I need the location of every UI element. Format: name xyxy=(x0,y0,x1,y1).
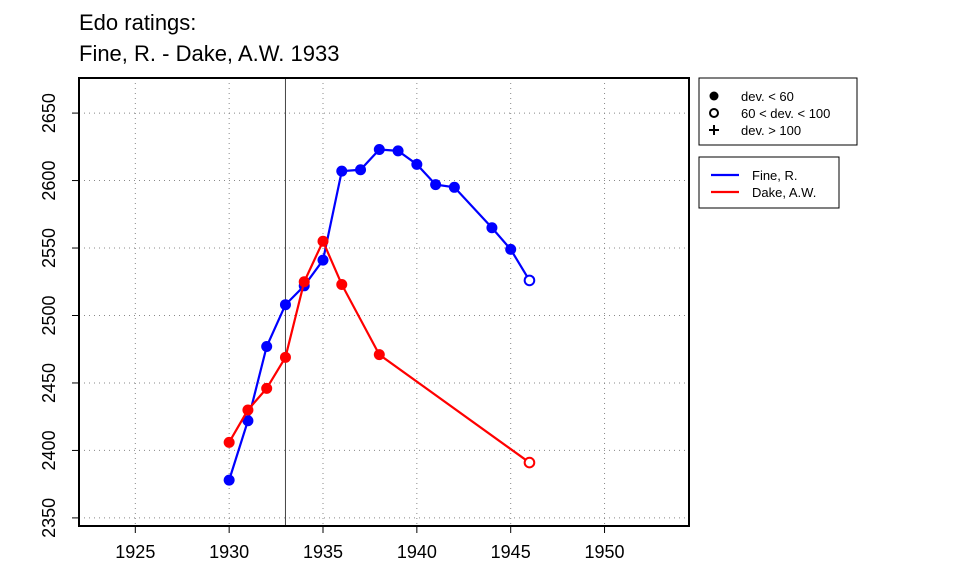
data-point xyxy=(336,165,348,177)
x-tick-label: 1935 xyxy=(303,542,343,562)
y-tick-label: 2400 xyxy=(39,430,59,470)
data-point xyxy=(242,404,254,416)
y-tick-label: 2600 xyxy=(39,161,59,201)
data-point xyxy=(279,299,291,311)
data-point xyxy=(279,351,291,363)
x-tick-label: 1940 xyxy=(397,542,437,562)
data-point xyxy=(411,158,423,170)
legend-filled-circle-icon xyxy=(709,91,719,101)
series-legend-box xyxy=(698,156,840,209)
data-point xyxy=(223,474,235,486)
legend-label: Dake, A.W. xyxy=(752,185,816,200)
data-point xyxy=(505,243,517,255)
y-tick-label: 2500 xyxy=(39,295,59,335)
legend-label: 60 < dev. < 100 xyxy=(741,106,830,121)
data-point xyxy=(430,179,442,191)
x-tick-label: 1930 xyxy=(209,542,249,562)
data-point xyxy=(486,222,498,234)
chart-title-line-1: Edo ratings: xyxy=(79,10,197,35)
chart-title-line-2: Fine, R. - Dake, A.W. 1933 xyxy=(79,41,340,66)
legend-label: Fine, R. xyxy=(752,168,798,183)
symbol-legend-box xyxy=(698,77,858,146)
y-tick-label: 2450 xyxy=(39,363,59,403)
data-point xyxy=(261,382,273,394)
x-tick-label: 1925 xyxy=(115,542,155,562)
data-point xyxy=(373,144,385,156)
data-point xyxy=(523,274,536,287)
plot-border xyxy=(78,77,690,527)
series-line xyxy=(228,148,531,481)
legend-open-circle-icon xyxy=(709,108,719,118)
legend-label: dev. < 60 xyxy=(741,89,794,104)
legend-label: dev. > 100 xyxy=(741,123,801,138)
data-point xyxy=(355,164,367,176)
data-point xyxy=(261,341,273,353)
data-point xyxy=(317,235,329,247)
data-point xyxy=(242,415,254,427)
data-point xyxy=(336,278,348,290)
data-point xyxy=(298,276,310,288)
x-tick-label: 1945 xyxy=(491,542,531,562)
data-point xyxy=(373,349,385,361)
x-tick-label: 1950 xyxy=(585,542,625,562)
y-tick-label: 2650 xyxy=(39,93,59,133)
data-point xyxy=(317,254,329,266)
data-point xyxy=(448,181,460,193)
legend-plus-icon xyxy=(709,125,719,135)
data-point xyxy=(223,436,235,448)
y-tick-label: 2550 xyxy=(39,228,59,268)
y-tick-label: 2350 xyxy=(39,498,59,538)
data-point xyxy=(392,145,404,157)
data-point xyxy=(523,456,536,469)
